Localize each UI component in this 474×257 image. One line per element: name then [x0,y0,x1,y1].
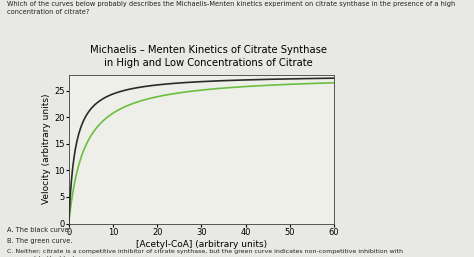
Text: A. The black curve.: A. The black curve. [7,227,71,233]
Text: in High and Low Concentrations of Citrate: in High and Low Concentrations of Citrat… [104,58,313,68]
Text: Michaelis – Menten Kinetics of Citrate Synthase: Michaelis – Menten Kinetics of Citrate S… [90,45,327,55]
Y-axis label: Velocity (arbitrary units): Velocity (arbitrary units) [42,94,51,204]
Text: Which of the curves below probably describes the Michaelis-Menten kinetics exper: Which of the curves below probably descr… [7,1,456,15]
Text: C. Neither; citrate is a competitive inhibitor of citrate synthase, but the gree: C. Neither; citrate is a competitive inh… [7,249,403,257]
X-axis label: [Acetyl-CoA] (arbitrary units): [Acetyl-CoA] (arbitrary units) [136,240,267,249]
Text: B. The green curve.: B. The green curve. [7,238,73,244]
